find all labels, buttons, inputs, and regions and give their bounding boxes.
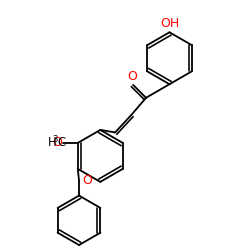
Text: C: C bbox=[57, 136, 65, 149]
Text: H: H bbox=[48, 136, 57, 149]
Text: 3: 3 bbox=[52, 135, 57, 144]
Text: O: O bbox=[82, 174, 92, 187]
Text: O: O bbox=[127, 70, 137, 83]
Text: OH: OH bbox=[160, 17, 179, 30]
Text: O: O bbox=[52, 136, 62, 149]
